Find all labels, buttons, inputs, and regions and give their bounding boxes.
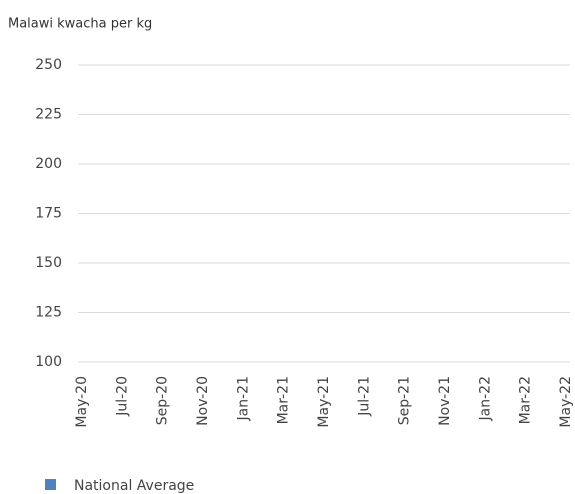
x-tick-label: Jan-21 [235,376,251,421]
x-tick-label: Mar-21 [276,376,292,424]
x-tick-label: May-21 [316,376,332,428]
y-tick-label: 225 [35,107,62,123]
x-tick-label: Nov-21 [437,376,453,426]
legend-label: National Average [74,478,194,494]
y-tick-label: 175 [35,206,62,222]
legend-swatch [45,479,56,490]
y-tick-label: 150 [35,255,62,271]
y-tick-label: 125 [35,305,62,321]
x-tick-label: Mar-22 [518,376,534,424]
x-tick-label: Jul-20 [114,376,130,417]
y-tick-label: 100 [35,354,62,370]
x-tick-label: Sep-20 [155,376,171,425]
y-axis-label: Malawi kwacha per kg [8,17,152,32]
x-tick-label: Jul-21 [356,376,372,417]
x-tick-label: May-22 [558,376,574,428]
x-tick-label: May-20 [74,376,90,428]
x-tick-label: Sep-21 [397,376,413,425]
x-tick-label: Jan-22 [477,376,493,421]
y-tick-label: 200 [35,156,62,172]
y-tick-label: 250 [35,57,62,73]
x-tick-label: Nov-20 [195,376,211,426]
